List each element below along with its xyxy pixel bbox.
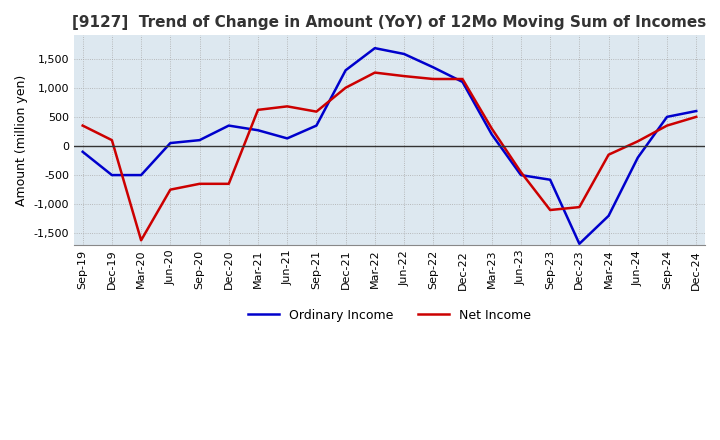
Ordinary Income [692, 108, 701, 114]
Net Income [546, 207, 554, 213]
Net Income [371, 70, 379, 75]
Ordinary Income [312, 123, 320, 128]
Ordinary Income [429, 65, 438, 70]
Net Income [195, 181, 204, 187]
Ordinary Income [517, 172, 526, 178]
Ordinary Income [487, 132, 496, 137]
Ordinary Income [604, 213, 613, 219]
Ordinary Income [458, 79, 467, 84]
Net Income [137, 238, 145, 243]
Ordinary Income [78, 149, 87, 154]
Net Income [662, 123, 671, 128]
Legend: Ordinary Income, Net Income: Ordinary Income, Net Income [243, 304, 536, 327]
Ordinary Income [107, 172, 116, 178]
Ordinary Income [400, 51, 408, 57]
Ordinary Income [575, 241, 584, 246]
Ordinary Income [225, 123, 233, 128]
Net Income [487, 126, 496, 131]
Ordinary Income [371, 45, 379, 51]
Net Income [225, 181, 233, 187]
Ordinary Income [166, 140, 175, 146]
Net Income [458, 77, 467, 82]
Ordinary Income [195, 138, 204, 143]
Y-axis label: Amount (million yen): Amount (million yen) [15, 74, 28, 206]
Ordinary Income [634, 155, 642, 160]
Ordinary Income [253, 128, 262, 133]
Line: Ordinary Income: Ordinary Income [83, 48, 696, 244]
Net Income [341, 85, 350, 90]
Net Income [253, 107, 262, 113]
Line: Net Income: Net Income [83, 73, 696, 240]
Net Income [604, 152, 613, 158]
Net Income [400, 73, 408, 79]
Net Income [692, 114, 701, 120]
Net Income [634, 139, 642, 144]
Net Income [107, 138, 116, 143]
Ordinary Income [341, 68, 350, 73]
Net Income [429, 77, 438, 82]
Net Income [166, 187, 175, 192]
Net Income [283, 104, 292, 109]
Ordinary Income [283, 136, 292, 141]
Ordinary Income [546, 177, 554, 182]
Ordinary Income [137, 172, 145, 178]
Ordinary Income [662, 114, 671, 120]
Net Income [312, 109, 320, 114]
Net Income [78, 123, 87, 128]
Net Income [517, 169, 526, 175]
Title: [9127]  Trend of Change in Amount (YoY) of 12Mo Moving Sum of Incomes: [9127] Trend of Change in Amount (YoY) o… [72, 15, 706, 30]
Net Income [575, 205, 584, 210]
